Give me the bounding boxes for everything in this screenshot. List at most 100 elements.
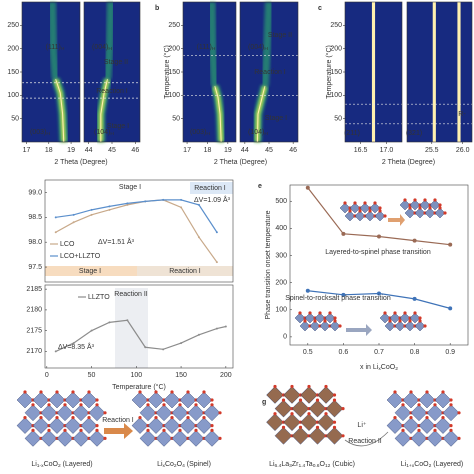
oxygen-atom xyxy=(443,211,447,215)
oxygen-atom xyxy=(368,209,372,213)
oxygen-atom xyxy=(170,390,174,394)
oxygen-atom xyxy=(425,390,429,394)
oxygen-atom xyxy=(401,403,405,407)
data-point xyxy=(180,206,183,209)
oxygen-atom xyxy=(138,416,142,420)
diffraction-glow xyxy=(261,1,273,87)
annotation: Spinel-to-rocksalt phase transition xyxy=(285,295,391,302)
oxygen-atom xyxy=(218,436,222,440)
text-part: x in Li xyxy=(360,364,379,371)
crystal-polyhedron xyxy=(32,417,50,434)
text-part: 0.6 xyxy=(313,463,320,469)
oxygen-atom xyxy=(363,201,367,205)
crystal-polyhedron xyxy=(131,391,149,409)
oxygen-atom xyxy=(323,319,327,323)
panel-label: g xyxy=(262,399,266,406)
oxygen-atom xyxy=(413,311,417,315)
structure-label: Li⁺ xyxy=(357,422,366,429)
crystal-polyhedron xyxy=(283,386,301,404)
panel-label: b xyxy=(155,5,159,12)
crystal-polyhedron xyxy=(394,430,412,447)
annotation: Reaction I xyxy=(254,69,286,76)
y-tick-label: 500 xyxy=(275,198,287,205)
oxygen-atom xyxy=(307,384,311,389)
text-part: 3 xyxy=(289,463,292,469)
data-point xyxy=(72,213,75,216)
diffraction-glow xyxy=(103,1,115,80)
oxygen-atom xyxy=(418,206,422,210)
data-point xyxy=(197,236,200,239)
text-part: (104) xyxy=(248,129,264,136)
data-point xyxy=(108,321,111,324)
legend-label: LLZTO xyxy=(88,294,110,301)
structure-icon xyxy=(404,207,416,219)
oxygen-atom xyxy=(298,311,302,315)
legend-label: LCO xyxy=(60,241,75,248)
oxygen-atom xyxy=(423,324,427,328)
data-point xyxy=(90,213,93,216)
crystal-polyhedron xyxy=(64,417,82,434)
oxygen-atom xyxy=(383,311,387,315)
data-point xyxy=(412,296,417,301)
y-tick-label: 250 xyxy=(7,22,19,29)
crystal-polyhedron xyxy=(40,430,58,447)
oxygen-atom xyxy=(31,428,35,432)
text-part: 1+x xyxy=(406,463,415,469)
annotation: (211) xyxy=(344,130,360,137)
crystal-polyhedron xyxy=(131,417,149,434)
y-tick-label: 50 xyxy=(11,116,19,123)
structure-icon xyxy=(324,312,336,324)
oxygen-atom xyxy=(303,319,307,323)
x-tick-label: 0.8 xyxy=(410,349,420,356)
structure-caption: Li1+xCoO2 (Layered) xyxy=(401,461,464,469)
y-tick-label: 100 xyxy=(7,92,19,99)
structure-icon xyxy=(359,202,371,214)
oxygen-atom xyxy=(298,398,303,402)
oxygen-atom xyxy=(47,428,51,432)
x-tick-label: 200 xyxy=(220,372,232,379)
data-point xyxy=(126,203,129,206)
oxygen-atom xyxy=(413,198,417,202)
oxygen-atom xyxy=(146,428,150,432)
text-part: H xyxy=(61,46,65,52)
crystal-polyhedron xyxy=(187,404,205,422)
oxygen-atom xyxy=(441,390,445,394)
data-point xyxy=(90,329,93,332)
data-point xyxy=(377,291,381,296)
oxygen-atom xyxy=(401,428,405,432)
annotation: (104)H xyxy=(94,129,114,137)
text-part: (003) xyxy=(190,129,206,136)
annotation: Reaction II xyxy=(114,291,148,298)
crystal-polyhedron xyxy=(325,399,344,418)
x-tick-label: 17 xyxy=(183,147,191,154)
oxygen-atom xyxy=(378,206,382,210)
text-part: CoO xyxy=(414,461,429,468)
structure-label: Reaction I xyxy=(102,417,134,424)
oxygen-atom xyxy=(146,403,150,407)
structure-icon xyxy=(314,312,326,324)
structure-icon xyxy=(414,320,426,332)
data-point xyxy=(144,346,147,349)
oxygen-atom xyxy=(338,324,342,328)
oxygen-atom xyxy=(95,428,99,432)
crystal-polyhedron xyxy=(394,404,412,422)
x-axis-label: Temperature (°C) xyxy=(112,383,166,391)
annotation: (004)H xyxy=(248,44,268,52)
x-tick-label: 18 xyxy=(45,147,53,154)
oxygen-atom xyxy=(393,390,397,394)
structure-icon xyxy=(399,199,411,211)
crystal-polyhedron xyxy=(48,391,66,409)
plot-frame xyxy=(44,179,234,283)
reaction-band xyxy=(190,182,233,194)
crystal-polyhedron xyxy=(317,413,335,432)
oxygen-atom xyxy=(87,416,91,420)
oxygen-atom xyxy=(388,319,392,323)
text-part: 1.4 xyxy=(298,463,305,469)
crystal-polyhedron xyxy=(418,417,436,434)
crystal-polyhedron xyxy=(163,391,181,409)
x-tick-label: 0 xyxy=(45,372,49,379)
oxygen-atom xyxy=(373,201,377,205)
oxygen-atom xyxy=(79,403,83,407)
oxygen-atom xyxy=(449,398,453,402)
